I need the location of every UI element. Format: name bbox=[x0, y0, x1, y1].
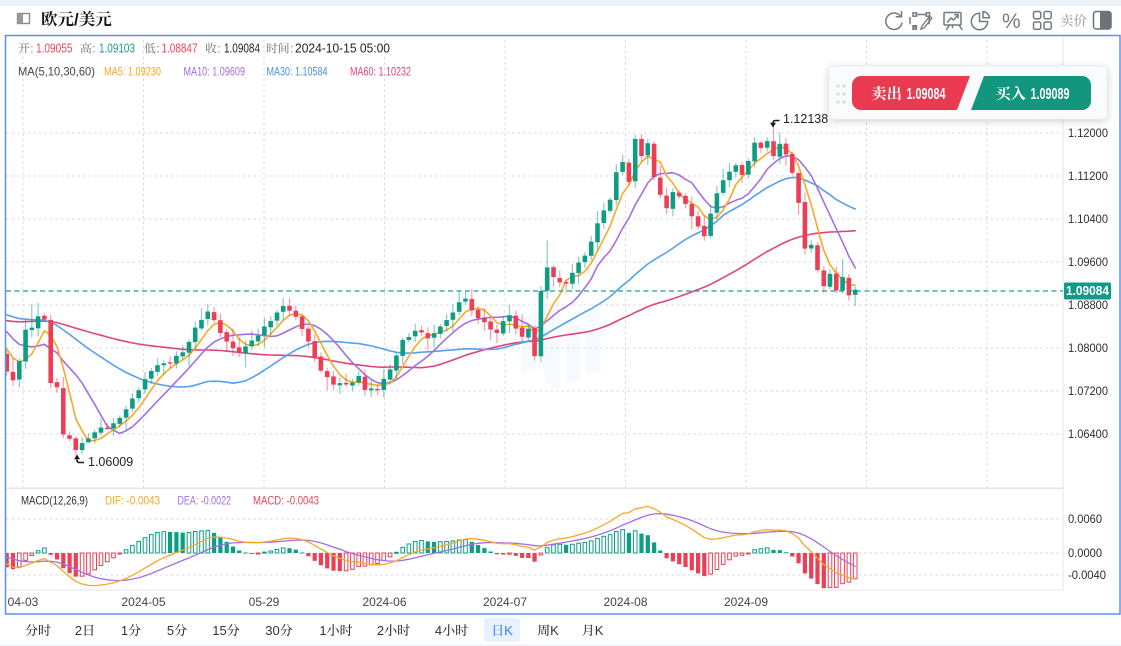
svg-text:2024-08: 2024-08 bbox=[603, 595, 647, 609]
svg-text::: : bbox=[290, 42, 293, 56]
svg-text::: : bbox=[156, 42, 159, 56]
svg-text:05-29: 05-29 bbox=[249, 595, 280, 609]
svg-text:1.09084: 1.09084 bbox=[907, 86, 946, 103]
svg-text:4: 4 bbox=[435, 623, 442, 638]
svg-text:1.12000: 1.12000 bbox=[1068, 126, 1108, 140]
svg-text:1.06400: 1.06400 bbox=[1068, 427, 1108, 441]
svg-text:K: K bbox=[595, 623, 604, 638]
svg-text:1.11200: 1.11200 bbox=[1068, 169, 1108, 183]
svg-text:1.10400: 1.10400 bbox=[1068, 212, 1108, 226]
svg-text:1: 1 bbox=[319, 623, 326, 638]
svg-text:K: K bbox=[550, 623, 559, 638]
svg-text:5: 5 bbox=[167, 623, 174, 638]
svg-text:1.07200: 1.07200 bbox=[1068, 384, 1108, 398]
svg-text:30: 30 bbox=[265, 623, 280, 638]
svg-text:0.0060: 0.0060 bbox=[1068, 512, 1102, 526]
svg-text:K: K bbox=[504, 623, 513, 638]
svg-text:MA30: 1.10584: MA30: 1.10584 bbox=[267, 65, 328, 79]
svg-text::: : bbox=[30, 42, 33, 56]
svg-text:MA60: 1.10232: MA60: 1.10232 bbox=[350, 65, 411, 79]
svg-text::: : bbox=[92, 42, 95, 56]
svg-text:-0.0040: -0.0040 bbox=[1068, 568, 1106, 582]
svg-text:DIF: -0.0043: DIF: -0.0043 bbox=[105, 494, 160, 508]
svg-text:1.08000: 1.08000 bbox=[1068, 341, 1108, 355]
svg-text:MA(5,10,30,60): MA(5,10,30,60) bbox=[18, 65, 95, 79]
svg-text:MACD: -0.0043: MACD: -0.0043 bbox=[253, 494, 319, 508]
svg-text:1.09055: 1.09055 bbox=[36, 42, 73, 56]
svg-text:2: 2 bbox=[75, 623, 82, 638]
svg-text:%: % bbox=[1002, 10, 1021, 33]
svg-text:1.09103: 1.09103 bbox=[99, 42, 135, 56]
svg-text:2024-10-15 05:00: 2024-10-15 05:00 bbox=[295, 42, 390, 56]
svg-text:04-03: 04-03 bbox=[8, 595, 39, 609]
svg-text::: : bbox=[217, 42, 220, 56]
svg-text:MA5: 1.09230: MA5: 1.09230 bbox=[104, 65, 161, 79]
svg-text:1.12138: 1.12138 bbox=[783, 112, 828, 126]
svg-text:2024-06: 2024-06 bbox=[362, 595, 406, 609]
svg-text:/: / bbox=[74, 11, 79, 29]
svg-text:0.0000: 0.0000 bbox=[1068, 546, 1102, 560]
svg-text:MA10: 1.09609: MA10: 1.09609 bbox=[184, 65, 246, 79]
svg-text:1.09089: 1.09089 bbox=[1031, 86, 1070, 103]
svg-text:DEA: -0.0022: DEA: -0.0022 bbox=[178, 494, 232, 508]
svg-text:2024-07: 2024-07 bbox=[483, 595, 527, 609]
svg-text:MACD(12,26,9): MACD(12,26,9) bbox=[21, 494, 88, 508]
svg-text:1.09084: 1.09084 bbox=[224, 42, 260, 56]
svg-text:15: 15 bbox=[212, 623, 227, 638]
svg-text:1.08800: 1.08800 bbox=[1068, 298, 1108, 312]
svg-text:1.06009: 1.06009 bbox=[88, 455, 133, 469]
svg-text:1.09084: 1.09084 bbox=[1066, 284, 1109, 298]
svg-text:2024-05: 2024-05 bbox=[121, 595, 165, 609]
svg-text:1.08847: 1.08847 bbox=[162, 42, 198, 56]
svg-text:2: 2 bbox=[377, 623, 384, 638]
svg-text:1.09600: 1.09600 bbox=[1068, 255, 1108, 269]
svg-text:2024-09: 2024-09 bbox=[724, 595, 768, 609]
svg-text:1: 1 bbox=[121, 623, 128, 638]
